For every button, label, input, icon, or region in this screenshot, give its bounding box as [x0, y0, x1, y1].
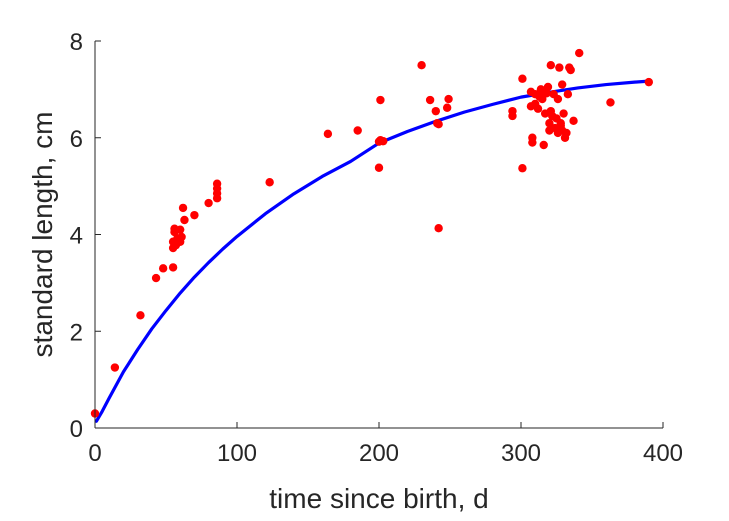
y-axis-label: standard length, cm [27, 112, 58, 358]
data-point [353, 126, 362, 135]
data-point [434, 120, 443, 129]
data-point [168, 263, 178, 272]
data-point [555, 63, 564, 72]
y-tick-label: 8 [70, 29, 83, 56]
data-point [557, 80, 567, 89]
data-point [559, 109, 568, 118]
data-point [180, 215, 189, 225]
data-point [376, 95, 385, 105]
data-point [177, 232, 186, 242]
x-ticks: 0 100 200 300 400 [88, 422, 683, 467]
data-point [546, 60, 556, 70]
data-point [539, 140, 548, 150]
data-point [543, 82, 553, 92]
data-point [533, 104, 543, 113]
data-point [176, 225, 185, 234]
data-point [528, 133, 537, 142]
data-point [151, 273, 161, 283]
data-point [110, 363, 120, 372]
data-point [374, 163, 384, 172]
data-point [538, 94, 547, 104]
y-tick-label: 2 [70, 319, 83, 346]
data-point [566, 65, 575, 75]
y-tick-label: 6 [70, 126, 83, 153]
data-point [434, 224, 443, 233]
y-tick-label: 0 [70, 416, 83, 443]
data-point [431, 106, 440, 116]
y-tick-label: 4 [70, 223, 83, 250]
data-point [212, 179, 222, 188]
data-point [158, 264, 168, 273]
data-point [606, 98, 615, 107]
x-tick-label: 200 [359, 440, 399, 467]
data-point [425, 95, 435, 105]
x-tick-label: 100 [217, 440, 257, 467]
data-point [508, 111, 517, 121]
data-point [542, 89, 551, 98]
data-point [569, 116, 578, 126]
data-point [553, 94, 563, 104]
axes: 0 100 200 300 400 0 2 4 6 8 [70, 29, 683, 467]
data-point [575, 48, 584, 58]
x-axis-label: time since birth, d [269, 483, 488, 514]
data-point [442, 103, 452, 112]
x-tick-label: 400 [643, 440, 683, 467]
data-point [323, 129, 333, 139]
data-point [518, 74, 527, 83]
x-tick-label: 0 [88, 440, 101, 467]
data-point [265, 178, 274, 187]
data-point [563, 90, 573, 99]
data-point [190, 210, 199, 220]
data-point [518, 164, 527, 173]
data-point [178, 203, 188, 213]
data-point [644, 77, 653, 87]
y-ticks: 0 2 4 6 8 [70, 29, 101, 443]
data-point [136, 311, 145, 320]
plot-area [90, 48, 653, 423]
x-tick-label: 300 [501, 440, 541, 467]
data-point [562, 128, 571, 138]
data-point [545, 119, 554, 128]
data-point [204, 198, 213, 208]
data-point [444, 94, 453, 104]
data-point [379, 136, 388, 146]
data-point [417, 60, 426, 70]
